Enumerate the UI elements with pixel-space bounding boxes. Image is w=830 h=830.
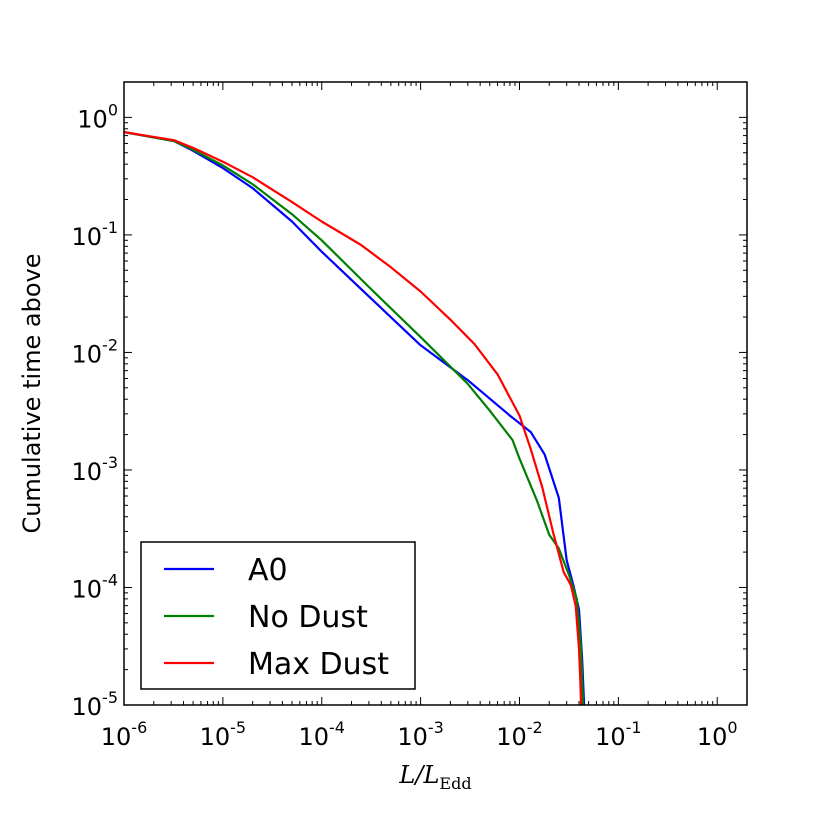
y-tick-label: 10-5	[72, 688, 119, 721]
plot-frame	[123, 81, 748, 706]
x-tick-labels: 10-6 10-5 10-4 10-3 10-2 10-1 100	[101, 718, 738, 751]
x-tick-label: 10-6	[101, 718, 148, 751]
x-tick-label: 10-1	[595, 718, 642, 751]
y-axis-label: Cumulative time above	[18, 253, 46, 533]
x-tick-label: 10-5	[200, 718, 247, 751]
y-tick-label: 10-3	[72, 453, 119, 486]
x-axis-label-subscript: Edd	[439, 774, 471, 793]
x-axis-label-main: L/L	[398, 761, 439, 789]
y-tick-label: 10-2	[72, 335, 119, 368]
x-tick-label: 10-3	[397, 718, 444, 751]
series-lines	[124, 131, 586, 705]
y-tick-label: 100	[77, 100, 118, 133]
series-line-max-dust	[124, 131, 583, 705]
x-tick-label: 10-2	[496, 718, 543, 751]
x-axis-label: L/LEdd	[398, 761, 471, 793]
y-tick-label: 10-1	[72, 218, 119, 251]
legend-label-max-dust: Max Dust	[248, 647, 389, 682]
legend: A0 No Dust Max Dust	[140, 541, 416, 690]
legend-label-no-dust: No Dust	[248, 600, 368, 635]
x-tick-label: 100	[697, 718, 738, 751]
legend-label-a0: A0	[248, 553, 288, 588]
y-tick-labels: 10-5 10-4 10-3 10-2 10-1 100	[72, 100, 119, 721]
y-tick-label: 10-4	[72, 570, 119, 603]
series-line-no-dust	[124, 131, 585, 705]
x-tick-label: 10-4	[298, 718, 345, 751]
